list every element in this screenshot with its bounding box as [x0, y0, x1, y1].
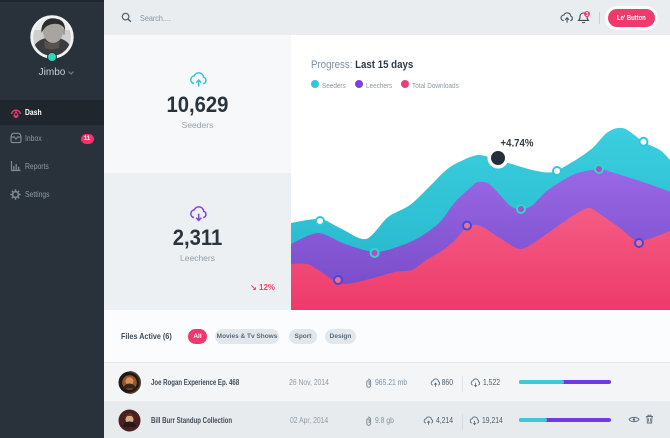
svg-text:3: 3 [586, 11, 589, 17]
svg-text:+4.74%: +4.74% [501, 138, 534, 150]
